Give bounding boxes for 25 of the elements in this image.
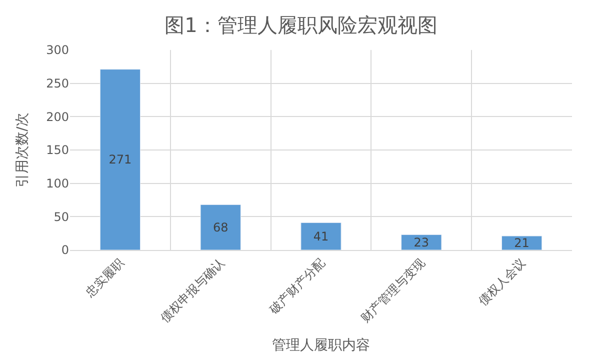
y-tick-label: 50 [54,210,69,224]
x-tick-label: 财产管理与变现 [358,256,428,326]
data-label: 68 [212,220,228,234]
y-tick-label: 250 [46,76,69,91]
bar [100,69,141,250]
x-axis-title: 管理人履职内容 [272,337,370,354]
data-label: 23 [414,235,430,250]
x-tick-label: 债权申报与确认 [158,256,227,326]
x-tick-label: 忠实履职 [82,256,127,300]
y-tick-label: 100 [46,176,69,191]
chart-title: 图1：管理人履职风险宏观视图 [164,13,438,38]
data-label: 271 [108,152,132,167]
x-tick-label: 破产财产分配 [266,256,328,318]
data-label: 21 [514,236,530,250]
y-tick-label: 0 [61,243,69,258]
y-tick-label: 150 [46,143,69,158]
y-axis-title: 引用次数/次 [14,112,31,188]
bar [501,236,542,250]
bar [401,234,442,250]
x-tick-label: 债权人会议 [476,256,528,308]
data-label: 41 [313,229,329,244]
bar [200,204,241,250]
y-tick-label: 300 [46,43,69,58]
bar [300,222,342,250]
y-tick-label: 200 [46,110,69,124]
